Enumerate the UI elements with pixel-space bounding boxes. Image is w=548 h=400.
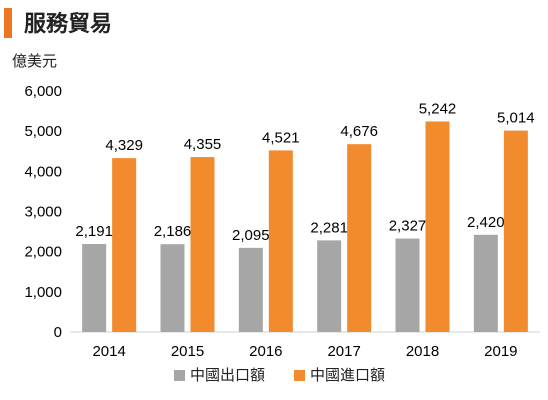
- bar-export-2017: [317, 240, 342, 332]
- data-label: 5,242: [419, 100, 457, 117]
- data-label: 2,327: [389, 218, 427, 235]
- bar-import-2019: [503, 130, 528, 332]
- x-tick-label: 2018: [406, 343, 439, 360]
- bar-export-2016: [238, 247, 263, 332]
- bar-export-2015: [160, 244, 185, 332]
- page-title: 服務貿易: [24, 12, 113, 37]
- data-label: 4,676: [340, 123, 378, 140]
- x-tick-label: 2017: [327, 343, 360, 360]
- data-label: 4,329: [105, 137, 143, 154]
- legend-label-export: 中國出口額: [190, 366, 265, 384]
- data-label: 4,521: [262, 129, 300, 146]
- y-tick-label: 2,000: [24, 244, 62, 261]
- y-axis-unit-label: 億美元: [12, 52, 58, 70]
- legend-label-import: 中國進口額: [310, 366, 385, 384]
- y-tick-label: 5,000: [24, 123, 62, 140]
- bar-export-2018: [395, 238, 420, 332]
- x-tick-label: 2015: [171, 343, 204, 360]
- data-label: 2,420: [467, 214, 505, 231]
- bar-import-2018: [425, 121, 450, 332]
- data-label: 5,014: [497, 110, 535, 127]
- data-label: 4,355: [184, 136, 222, 153]
- x-tick-label: 2014: [92, 343, 125, 360]
- data-label: 2,281: [310, 219, 348, 236]
- bar-import-2016: [268, 150, 293, 332]
- y-tick-label: 6,000: [24, 83, 62, 100]
- bar-export-2019: [473, 234, 498, 332]
- bar-import-2017: [347, 144, 372, 332]
- data-label: 2,186: [154, 223, 192, 240]
- y-tick-label: 3,000: [24, 204, 62, 221]
- x-tick-label: 2019: [484, 343, 517, 360]
- legend-swatch-import: [294, 370, 305, 381]
- y-tick-label: 4,000: [24, 163, 62, 180]
- x-tick-label: 2016: [249, 343, 282, 360]
- y-tick-label: 0: [54, 324, 62, 341]
- bar-import-2015: [190, 157, 215, 332]
- y-tick-label: 1,000: [24, 284, 62, 301]
- bar-export-2014: [82, 243, 107, 332]
- title-accent-bar: [4, 8, 12, 38]
- bar-import-2014: [112, 158, 137, 332]
- data-label: 2,191: [75, 223, 113, 240]
- legend-swatch-export: [174, 370, 185, 381]
- data-label: 2,095: [232, 227, 270, 244]
